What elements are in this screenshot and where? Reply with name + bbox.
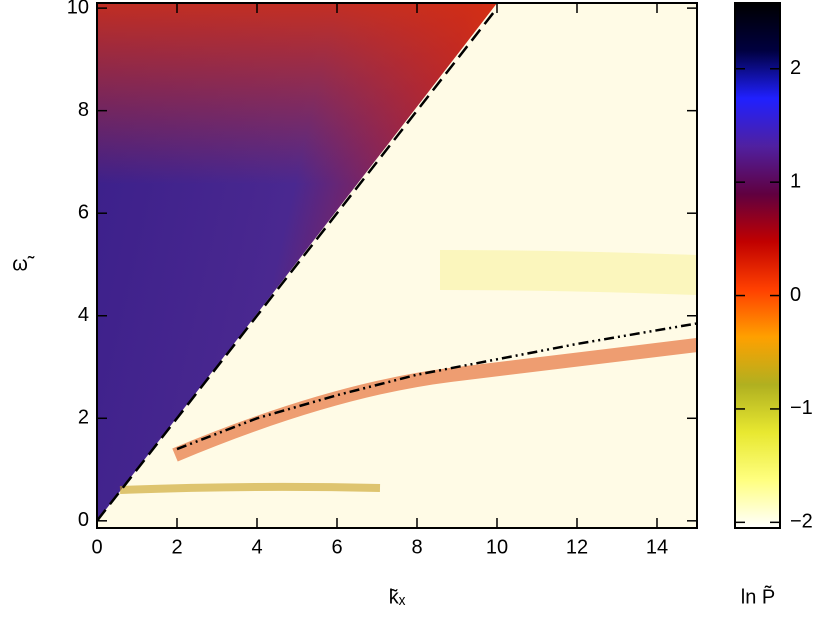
overlay-lines — [96, 7, 698, 522]
colorbar-label: ln P̃ — [741, 585, 775, 608]
heatmap — [97, 3, 698, 528]
y-tick-label: 6 — [78, 201, 89, 223]
colorbar-tick-label: 1 — [790, 170, 801, 192]
x-tick-label: 10 — [486, 536, 508, 558]
colorbar-tick-label: −2 — [790, 511, 813, 533]
y-tick-label: 8 — [78, 99, 89, 121]
overlay-line — [176, 322, 698, 451]
colorbar — [734, 2, 781, 529]
heatmap-region — [97, 3, 497, 521]
x-tick-label: 4 — [251, 536, 262, 558]
y-tick-label: 10 — [67, 0, 89, 18]
x-tick-label: 14 — [646, 536, 668, 558]
x-tick-label: 2 — [171, 536, 182, 558]
x-tick-label: 12 — [566, 536, 588, 558]
y-tick-label: 0 — [78, 509, 89, 531]
y-tick-label: 4 — [78, 304, 89, 326]
colorbar-tick-label: 2 — [790, 57, 801, 79]
heatmap-band — [119, 482, 381, 494]
heatmap-band — [439, 250, 698, 295]
x-tick-label: 6 — [331, 536, 342, 558]
colorbar-tick-label: 0 — [790, 284, 801, 306]
colorbar-tick-label: −1 — [790, 397, 813, 419]
x-tick-label: 8 — [411, 536, 422, 558]
heatmap-band — [172, 338, 698, 462]
x-axis-label: k̃ₓ — [389, 586, 406, 608]
y-axis-label: ω̃ — [12, 253, 35, 275]
plot-frame — [96, 2, 698, 529]
x-tick-label: 0 — [91, 536, 102, 558]
overlay-line — [96, 7, 498, 522]
y-tick-label: 2 — [78, 407, 89, 429]
